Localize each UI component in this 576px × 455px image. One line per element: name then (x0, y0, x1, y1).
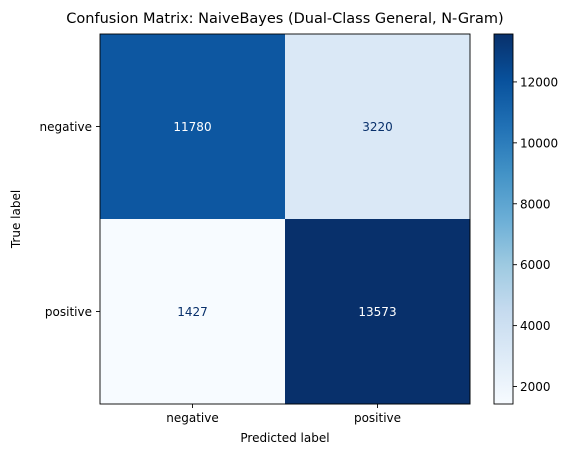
matrix-cell-labels: 11780 3220 1427 13573 (173, 120, 396, 319)
x-axis-label: Predicted label (240, 431, 329, 445)
cell-value-label: 1427 (177, 305, 208, 319)
matrix-cell-negative-negative (100, 34, 286, 220)
colorbar (493, 33, 514, 405)
y-axis-ticks: negative positive (40, 120, 100, 319)
colorbar-ticks: 2000 4000 6000 8000 10000 12000 (513, 75, 558, 394)
chart-title: Confusion Matrix: NaiveBayes (Dual-Class… (66, 11, 503, 27)
matrix-cell-positive-negative (100, 219, 286, 405)
plot-frame (99, 33, 471, 405)
x-axis-ticks: negative positive (166, 404, 401, 425)
colorbar-tick-label: 4000 (520, 319, 551, 333)
cell-value-label: 3220 (362, 120, 393, 134)
colorbar-tick-label: 6000 (520, 258, 551, 272)
matrix-cells (100, 34, 471, 405)
y-tick-label: negative (40, 120, 92, 134)
matrix-cell-positive-positive (285, 219, 471, 405)
y-tick-label: positive (45, 305, 92, 319)
colorbar-tick-label: 2000 (520, 380, 551, 394)
cell-value-label: 11780 (173, 120, 211, 134)
colorbar-tick-label: 12000 (520, 75, 558, 89)
cell-value-label: 13573 (358, 305, 396, 319)
matrix-cell-negative-positive (285, 34, 471, 220)
colorbar-tick-label: 8000 (520, 197, 551, 211)
x-tick-label: positive (354, 411, 401, 425)
x-tick-label: negative (166, 411, 218, 425)
y-axis-label: True label (9, 190, 23, 249)
colorbar-tick-label: 10000 (520, 136, 558, 150)
